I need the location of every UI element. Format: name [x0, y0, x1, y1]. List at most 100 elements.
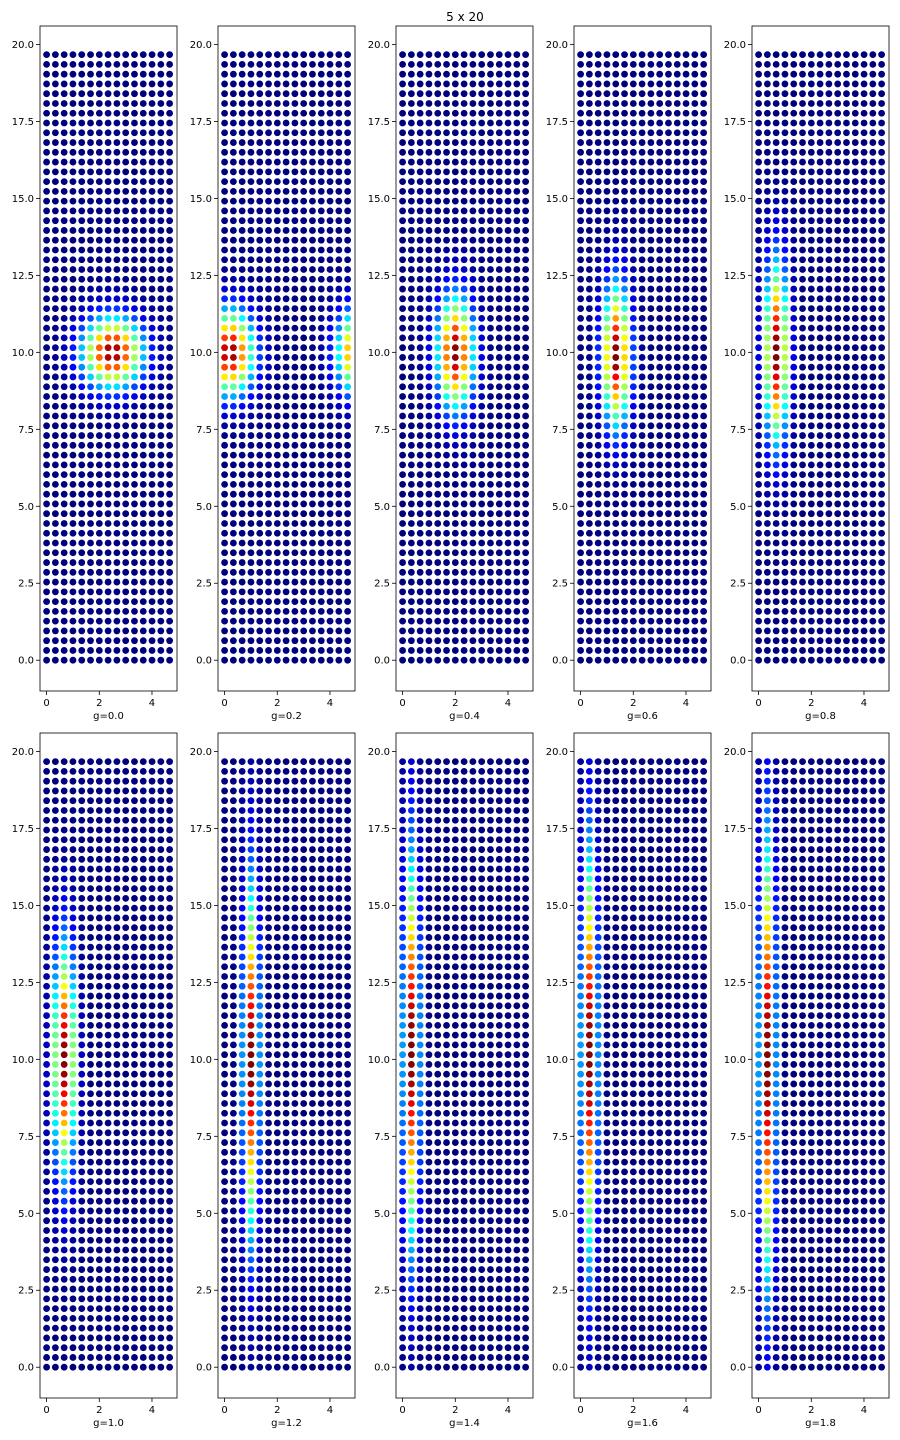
data-point — [469, 334, 477, 342]
data-point — [434, 80, 442, 88]
data-point — [799, 217, 806, 225]
data-point — [825, 617, 833, 625]
data-point — [78, 314, 86, 322]
data-point — [148, 559, 156, 566]
data-point — [104, 363, 112, 371]
data-point — [763, 598, 771, 606]
data-point — [148, 637, 156, 645]
data-point — [673, 393, 681, 400]
x-axis-label: g=0.6 — [627, 711, 658, 722]
data-point — [594, 490, 602, 498]
data-point — [807, 227, 815, 234]
data-point — [265, 197, 272, 205]
data-point — [522, 510, 530, 518]
data-point — [87, 236, 94, 244]
data-point — [621, 383, 628, 391]
data-point — [577, 539, 584, 547]
data-point — [69, 314, 77, 322]
data-point — [95, 1285, 103, 1293]
data-point — [344, 344, 352, 352]
data-point — [166, 510, 174, 518]
data-point — [139, 441, 147, 449]
data-point — [434, 422, 442, 430]
data-point — [577, 100, 584, 107]
data-point — [60, 119, 68, 127]
data-point — [166, 139, 174, 146]
data-point — [238, 383, 246, 391]
data-point — [825, 607, 833, 615]
data-point — [772, 520, 780, 527]
data-point — [638, 568, 646, 576]
data-point — [755, 500, 762, 508]
data-point — [282, 207, 290, 215]
data-point — [309, 490, 316, 498]
data-point — [131, 559, 138, 566]
data-point — [504, 187, 512, 195]
data-point — [825, 432, 833, 439]
data-point — [621, 647, 628, 654]
data-point — [300, 109, 308, 117]
data-point — [247, 119, 255, 127]
data-point — [256, 656, 264, 664]
data-point — [399, 578, 406, 586]
data-point — [43, 412, 50, 420]
data-point — [807, 412, 815, 420]
data-point — [460, 393, 468, 400]
scatter-points — [577, 51, 708, 664]
data-point — [43, 588, 50, 596]
data-point — [425, 637, 433, 645]
data-point — [157, 344, 165, 352]
data-point — [673, 451, 681, 459]
data-point — [834, 617, 842, 625]
data-point — [69, 246, 77, 254]
data-point — [43, 187, 50, 195]
data-point — [309, 295, 316, 303]
data-point — [843, 422, 850, 430]
data-point — [43, 236, 50, 244]
data-point — [799, 510, 806, 518]
data-point — [843, 324, 850, 332]
data-point — [256, 158, 264, 166]
data-point — [487, 432, 494, 439]
data-point — [282, 139, 290, 146]
data-point — [469, 187, 477, 195]
data-point — [51, 275, 59, 283]
data-point — [157, 422, 165, 430]
data-point — [603, 217, 611, 225]
data-point — [834, 451, 842, 459]
data-point — [700, 539, 708, 547]
data-point — [407, 402, 415, 410]
data-point — [522, 578, 530, 586]
data-point — [691, 324, 699, 332]
data-point — [799, 334, 806, 342]
data-point — [131, 70, 138, 78]
data-point — [139, 217, 147, 225]
data-point — [256, 422, 264, 430]
data-point — [647, 598, 655, 606]
y-tick-label: 17.5 — [546, 117, 568, 128]
data-point — [434, 481, 442, 488]
data-point — [843, 461, 850, 469]
data-point — [238, 344, 246, 352]
data-point — [407, 363, 415, 371]
data-point — [51, 383, 59, 391]
data-point — [247, 178, 255, 186]
data-point — [478, 129, 486, 137]
data-point — [673, 285, 681, 293]
data-point — [300, 422, 308, 430]
data-point — [43, 314, 50, 322]
data-point — [265, 139, 272, 146]
data-point — [43, 539, 50, 547]
data-point — [460, 607, 468, 615]
data-point — [256, 637, 264, 645]
data-point — [513, 549, 521, 557]
data-point — [443, 285, 450, 293]
data-point — [87, 529, 94, 537]
data-point — [673, 148, 681, 156]
data-point — [834, 402, 842, 410]
data-point — [513, 295, 521, 303]
data-point — [460, 295, 468, 303]
data-point — [229, 451, 237, 459]
data-point — [425, 539, 433, 547]
data-point — [113, 275, 121, 283]
